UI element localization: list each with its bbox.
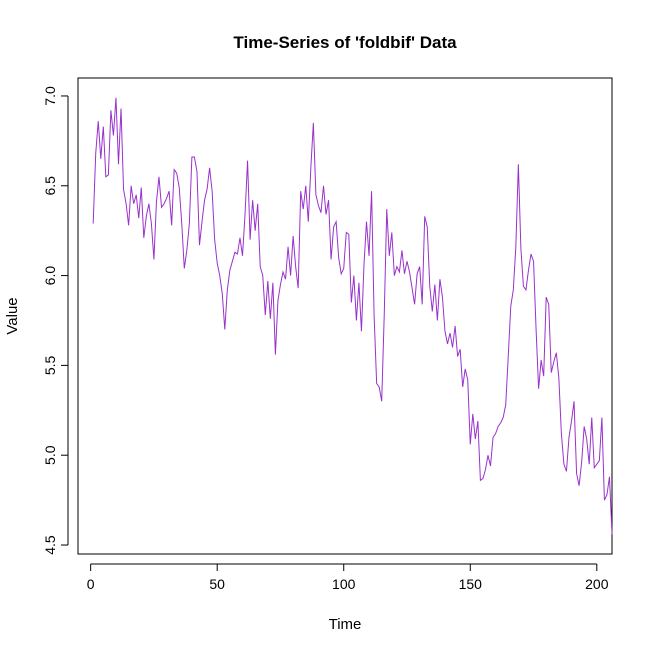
x-tick-label: 200 (585, 576, 609, 592)
x-tick-label: 100 (332, 576, 356, 592)
series-line (92, 97, 613, 535)
chart-title: Time-Series of 'foldbif' Data (233, 33, 457, 52)
x-axis-label: Time (329, 616, 362, 633)
y-axis: 4.5 5.0 5.5 6.0 6.5 7.0 (42, 86, 69, 555)
y-tick-label: 5.0 (42, 445, 58, 465)
y-tick-label: 5.5 (42, 355, 58, 375)
y-tick-label: 6.5 (42, 176, 58, 196)
y-axis-label: Value (4, 297, 21, 334)
x-tick-label: 50 (209, 576, 225, 592)
x-axis: 0 50 100 150 200 (87, 563, 609, 592)
plot-frame (77, 77, 613, 555)
x-tick-label: 150 (459, 576, 483, 592)
x-tick-label: 0 (87, 576, 95, 592)
y-tick-label: 4.5 (42, 535, 58, 555)
y-tick-label: 6.0 (42, 266, 58, 286)
y-tick-label: 7.0 (42, 86, 58, 106)
